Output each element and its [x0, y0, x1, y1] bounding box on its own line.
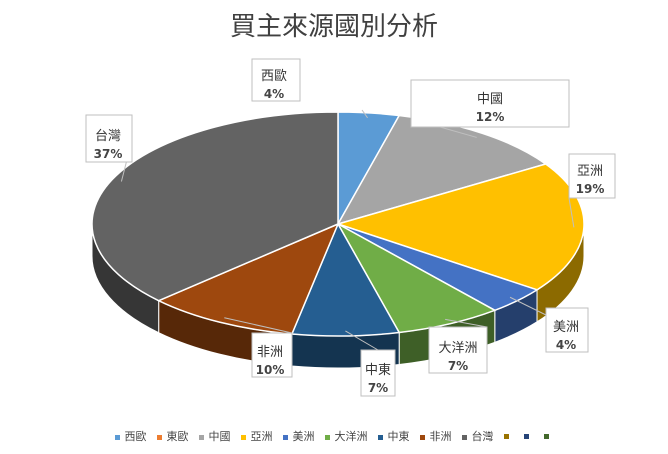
- leader-line-6: [224, 317, 293, 334]
- data-label-value-5: 7%: [368, 381, 388, 395]
- legend-swatch-1: [156, 434, 162, 440]
- data-label-value-2: 19%: [576, 182, 605, 196]
- data-label-name-5: 中東: [365, 362, 391, 378]
- leader-line-4: [445, 318, 488, 328]
- data-label-name-7: 台灣: [95, 129, 121, 144]
- data-label-box-2: [568, 153, 616, 199]
- legend-swatch-5: [324, 434, 330, 440]
- legend-swatch-9: [503, 434, 509, 439]
- legend-entry-4: 美洲: [282, 428, 315, 444]
- data-label-value-4: 7%: [448, 359, 468, 373]
- legend-entry-3: 亞洲: [240, 428, 273, 444]
- legend-entry-8: 台灣: [461, 428, 494, 444]
- leader-line-2: [568, 197, 575, 228]
- data-label-name-4: 大洋洲: [438, 341, 477, 356]
- data-label-name-6: 非洲: [257, 345, 283, 360]
- legend-label-8: 台灣: [471, 430, 494, 443]
- pie-slice-7: [91, 111, 339, 302]
- legend-label-5: 大洋洲: [334, 430, 368, 443]
- legend-swatch-7: [419, 434, 425, 440]
- legend-entry-1: 東歐: [156, 428, 189, 444]
- data-label-name-1: 中國: [477, 92, 503, 107]
- legend-entry-7: 非洲: [419, 428, 452, 444]
- data-label-box-4: [428, 326, 488, 374]
- pie-slice-2: [335, 163, 585, 291]
- data-label-box-6: [251, 332, 293, 378]
- data-label-box-7: [85, 114, 133, 163]
- legend-swatch-2: [198, 434, 204, 440]
- data-label-value-6: 10%: [256, 363, 285, 377]
- data-label-value-1: 12%: [476, 110, 505, 124]
- data-label-value-3: 4%: [556, 338, 576, 352]
- data-label-box-3: [545, 307, 589, 353]
- legend-label-4: 美洲: [292, 430, 315, 443]
- leader-line-0: [361, 109, 368, 119]
- legend-entry-0: 西歐: [114, 428, 147, 444]
- data-label-box-0: [251, 58, 301, 102]
- legend-swatch-11: [543, 434, 549, 439]
- legend-entry-6: 中東: [377, 428, 410, 444]
- pie-slice-5: [290, 222, 401, 337]
- pie-slice-4: [336, 222, 497, 334]
- data-label-name-0: 西歐: [261, 69, 287, 84]
- legend-label-1: 東歐: [166, 430, 189, 443]
- leader-line-3: [509, 296, 547, 316]
- pie-top: [91, 111, 585, 337]
- data-label-box-5: [360, 349, 396, 397]
- legend-entry-11: [543, 430, 554, 443]
- legend-label-2: 中國: [208, 430, 231, 443]
- chart-legend: 西歐 東歐 中國 亞洲 美洲 大洋洲 中東 非洲 台灣: [0, 428, 668, 446]
- data-label-value-0: 4%: [264, 87, 284, 101]
- data-label-name-2: 亞洲: [577, 164, 603, 179]
- legend-swatch-3: [240, 434, 246, 440]
- data-label-name-3: 美洲: [553, 320, 579, 335]
- chart-title: 買主來源國別分析: [229, 12, 438, 42]
- legend-swatch-10: [523, 434, 529, 439]
- legend-swatch-0: [114, 434, 120, 440]
- leader-line-1: [439, 126, 477, 138]
- legend-label-7: 非洲: [429, 430, 452, 443]
- data-labels: 西歐 4% 中國 12% 亞洲 19% 美洲 4% 大洋洲 7% 中東 7% 非洲 10% 台灣 37%: [85, 58, 616, 397]
- data-label-value-7: 37%: [94, 147, 123, 161]
- legend-entry-5: 大洋洲: [324, 428, 368, 444]
- legend-label-6: 中東: [387, 430, 410, 443]
- legend-swatch-4: [282, 434, 288, 440]
- legend-label-0: 西歐: [124, 430, 147, 443]
- legend-entry-9: [503, 430, 514, 443]
- legend-swatch-6: [377, 434, 383, 440]
- legend-entry-10: [523, 430, 534, 443]
- legend-swatch-8: [461, 434, 467, 440]
- leader-line-5: [345, 330, 379, 351]
- legend-label-3: 亞洲: [250, 430, 273, 443]
- data-label-box-1: [410, 79, 570, 128]
- legend-entry-2: 中國: [198, 428, 231, 444]
